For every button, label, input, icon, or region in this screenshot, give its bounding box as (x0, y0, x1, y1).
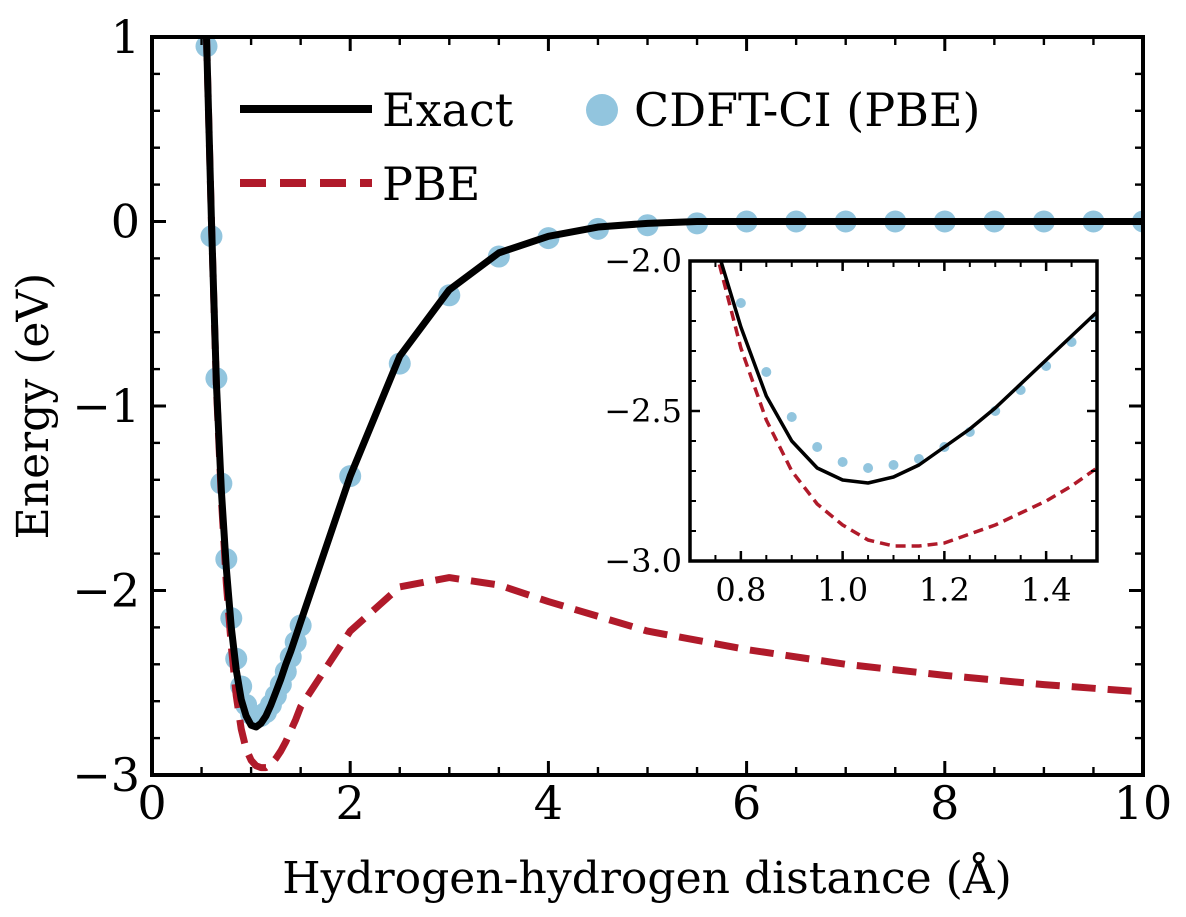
main-y-tick-label: −1 (72, 379, 140, 433)
main-x-tick-label: 6 (732, 776, 761, 830)
inset-plot: 0.8 1.0 1.2 1.4 −3.0 −2.5 −2.0 (604, 242, 1099, 609)
main-series-group (195, 37, 1143, 772)
inset-cdft-point (863, 463, 874, 473)
inset-y-tick-label: −3.0 (604, 542, 682, 580)
inset-x-tick-label: 0.8 (715, 571, 766, 609)
inset-y-tick-label: −2.0 (604, 242, 682, 280)
legend-label-cdft-ci: CDFT-CI (PBE) (634, 83, 981, 137)
inset-cdft-point (786, 412, 797, 422)
legend-label-pbe: PBE (382, 157, 480, 211)
legend-label-exact: Exact (382, 83, 514, 137)
inset-cdft-point (812, 442, 823, 452)
main-x-tick-label: 4 (534, 776, 563, 830)
inset-background (690, 261, 1097, 561)
inset-cdft-point (735, 298, 746, 308)
inset-x-tick-label: 1.0 (817, 571, 868, 609)
main-y-tick-label: 0 (111, 195, 140, 249)
inset-cdft-point (837, 457, 848, 467)
inset-exact-line (719, 261, 1097, 485)
x-axis-title: Hydrogen-hydrogen distance (Å) (282, 851, 1012, 904)
inset-x-tick-label: 1.4 (1021, 571, 1072, 609)
inset-cdft-point (761, 367, 772, 377)
inset-y-tick-label: −2.5 (604, 392, 682, 430)
main-y-tick-label: −3 (72, 748, 140, 802)
main-y-tick-label: 1 (111, 10, 140, 64)
inset-tick-labels: 0.8 1.0 1.2 1.4 −3.0 −2.5 −2.0 (604, 242, 1071, 609)
main-pbe-line (203, 37, 1143, 772)
main-plot: 0 2 4 6 8 10 −3 −2 −1 0 1 Hydrogen-hydrogen distan… (8, 10, 1172, 904)
inset-pbe-line (716, 261, 1097, 548)
inset-axes-frame (688, 259, 1099, 563)
main-x-tick-label: 2 (336, 776, 365, 830)
inset-series-group (716, 261, 1097, 548)
main-x-tick-label: 0 (137, 776, 166, 830)
main-tick-labels: 0 2 4 6 8 10 −3 −2 −1 0 1 (72, 10, 1172, 830)
main-x-tick-label: 10 (1114, 776, 1173, 830)
main-y-tick-label: −2 (72, 564, 140, 618)
main-exact-line (203, 37, 1143, 731)
y-axis-title: Energy (eV) (8, 273, 59, 540)
main-axes-frame (150, 35, 1145, 777)
main-x-tick-label: 8 (930, 776, 959, 830)
legend-swatch-cdft-ci (586, 94, 618, 126)
inset-cdft-point (888, 460, 899, 470)
legend: Exact PBE CDFT-CI (PBE) (240, 83, 981, 211)
inset-x-tick-label: 1.2 (919, 571, 970, 609)
